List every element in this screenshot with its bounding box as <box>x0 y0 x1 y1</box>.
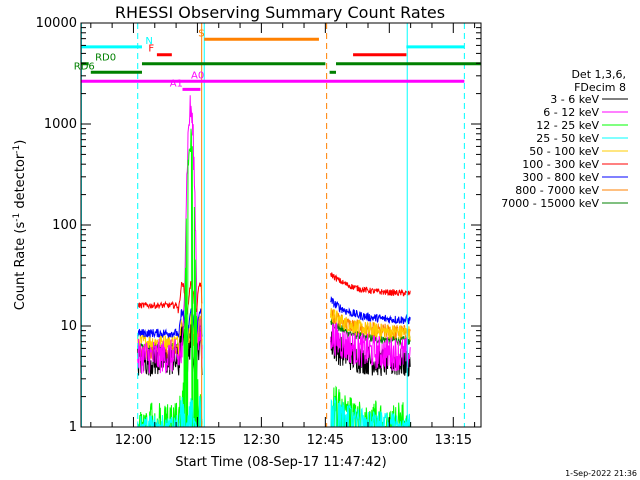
x-tick-label: 13:15 <box>435 433 472 448</box>
legend-entry-label: 7000 - 15000 keV <box>501 197 599 210</box>
legend-header-1: Det 1,3,6, <box>571 68 626 81</box>
series-line-6-12-kev <box>330 322 411 372</box>
y-tick-label: 10000 <box>36 16 77 31</box>
legend-entry-label: 300 - 800 keV <box>522 171 599 184</box>
series-layer <box>137 95 411 427</box>
series-line-100-300-kev <box>330 272 411 297</box>
legend-entry-label: 12 - 25 keV <box>536 119 599 132</box>
x-axis: 12:00 12:15 12:30 12:45 13:00 13:15 <box>90 23 476 448</box>
y-tick-label: 1000 <box>44 117 77 132</box>
flag-label-s: S <box>198 28 204 39</box>
series-line-3-6-kev <box>330 331 411 377</box>
flag-label-a0: A0 <box>191 70 204 81</box>
flag-label-rd0: RD0 <box>95 53 116 64</box>
x-tick-label: 12:00 <box>115 433 152 448</box>
y-axis: 1 10 100 1000 10000 <box>36 16 481 435</box>
legend-entry-label: 3 - 6 keV <box>550 93 599 106</box>
series-line-25-50-kev <box>137 396 203 427</box>
legend-header-2: FDecim 8 <box>574 81 626 94</box>
flag-label-rd6: RD6 <box>74 61 95 72</box>
x-axis-label: Start Time (08-Sep-17 11:47:42) <box>175 455 386 470</box>
x-tick-label: 12:45 <box>307 433 344 448</box>
x-tick-label: 13:00 <box>371 433 408 448</box>
series-line-50-100-kev <box>330 307 411 341</box>
chart-title: RHESSI Observing Summary Count Rates <box>115 3 445 22</box>
legend-entry-label: 50 - 100 keV <box>529 145 599 158</box>
flag-label-a1: A1 <box>170 78 183 89</box>
legend-entry-label: 6 - 12 keV <box>543 106 599 119</box>
x-tick-label: 12:15 <box>179 433 216 448</box>
legend-entry-label: 800 - 7000 keV <box>515 184 599 197</box>
series-line-25-50-kev <box>330 397 411 427</box>
legend-entry-label: 100 - 300 keV <box>522 158 599 171</box>
flag-label-f: F <box>148 44 154 55</box>
timestamp: 1-Sep-2022 21:36 <box>565 469 637 478</box>
y-axis-label: Count Rate (s-1 detector-1) <box>12 140 28 311</box>
x-tick-label: 12:30 <box>243 433 280 448</box>
series-line-6-12-kev <box>137 95 203 374</box>
y-tick-label: 10 <box>60 319 77 334</box>
flag-label-n: N <box>145 36 152 47</box>
series-line-12-25-kev <box>137 128 203 427</box>
y-tick-label: 100 <box>52 218 77 233</box>
y-tick-label: 1 <box>69 420 77 435</box>
legend-entry-label: 25 - 50 keV <box>536 132 599 145</box>
series-line-300-800-kev <box>330 296 411 325</box>
